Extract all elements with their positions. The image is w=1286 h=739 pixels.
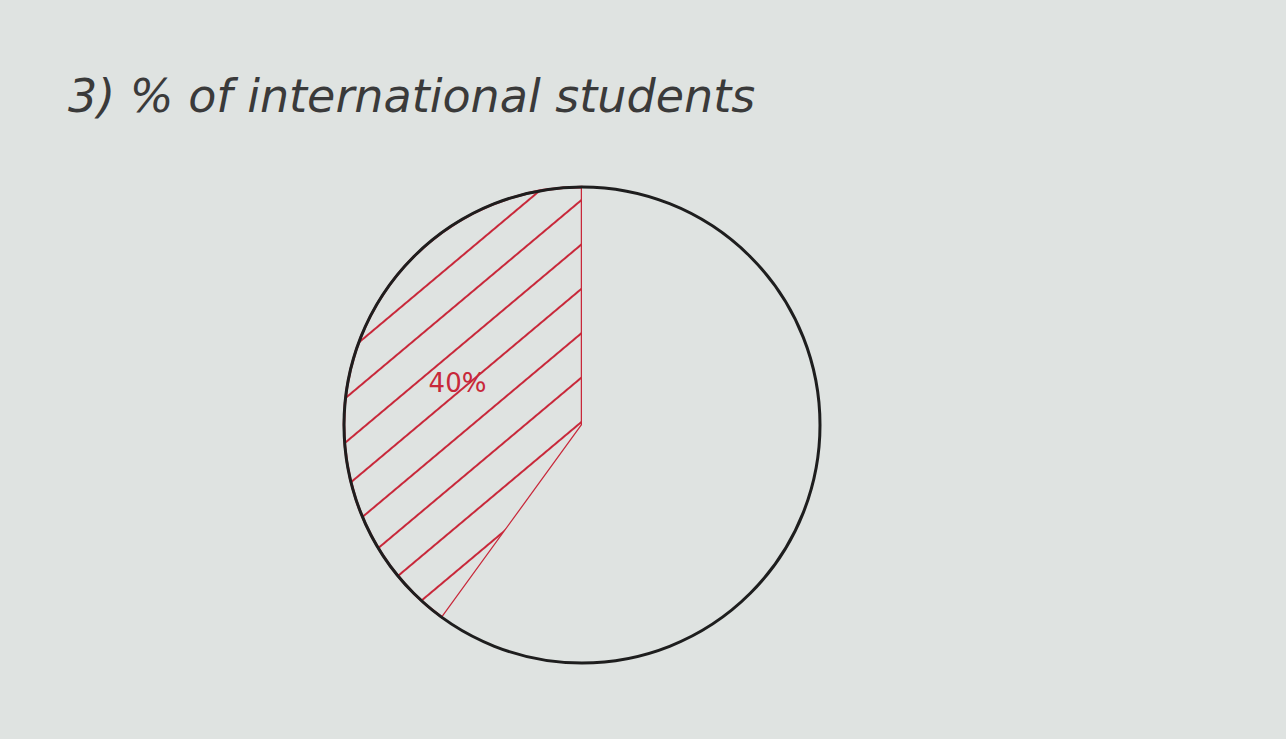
chart-svg: 3) % of international students 40% [0, 0, 1286, 739]
data-labels: 40% [429, 368, 487, 398]
pie-outline [344, 187, 820, 663]
pie-slice [442, 187, 820, 663]
chart-title: 3) % of international students [68, 69, 755, 123]
pie-slices [344, 187, 820, 663]
chart-container: 3) % of international students 40% [0, 0, 1286, 739]
data-label: 40% [429, 368, 487, 398]
